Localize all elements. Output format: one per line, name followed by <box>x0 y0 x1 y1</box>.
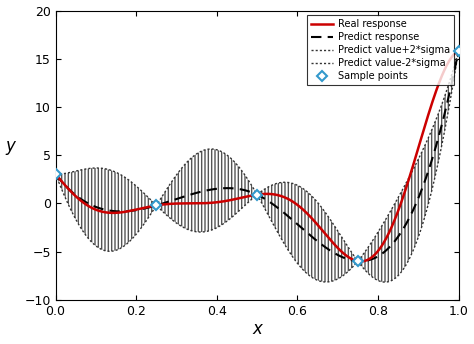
X-axis label: x: x <box>252 321 262 338</box>
Legend: Real response, Predict response, Predict value+2*sigma, Predict value-2*sigma, S: Real response, Predict response, Predict… <box>308 15 454 85</box>
Y-axis label: y: y <box>6 137 16 155</box>
